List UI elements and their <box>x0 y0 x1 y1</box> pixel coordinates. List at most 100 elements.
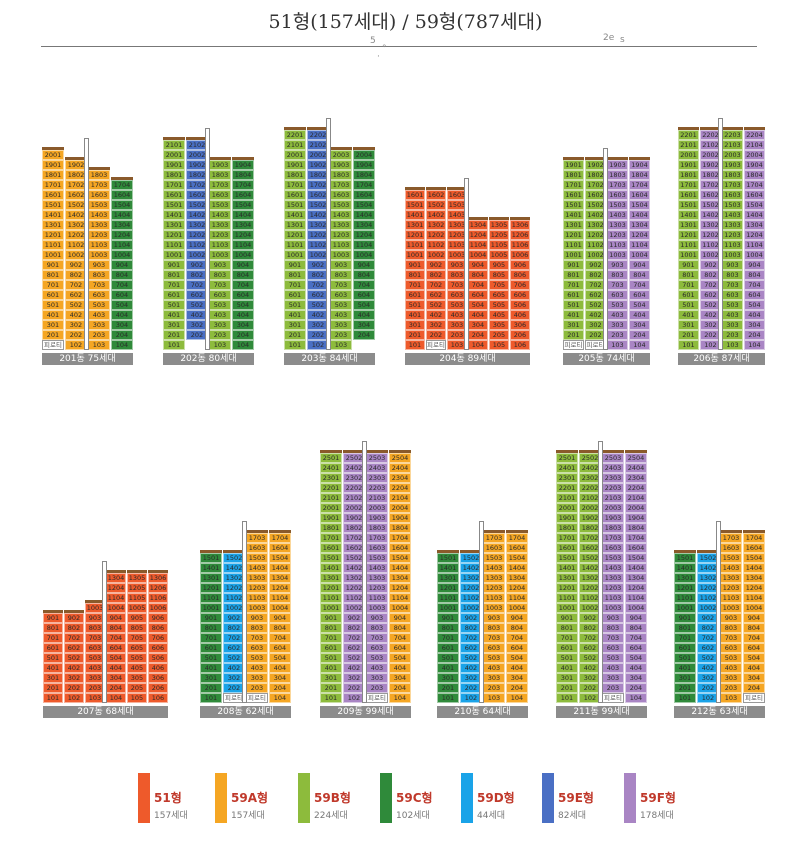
unit-cell: 103 <box>330 340 352 350</box>
roof-line <box>483 530 505 533</box>
unit-cell: 1101 <box>556 593 578 603</box>
unit-cell: 1701 <box>678 180 699 190</box>
unit-cell: 2203 <box>602 483 624 493</box>
unit-cell: 1304 <box>743 573 765 583</box>
unit-cell: 1804 <box>389 523 411 533</box>
unit-cell: 501 <box>43 653 63 663</box>
unit-cell: 803 <box>722 270 743 280</box>
unit-cell: 603 <box>602 643 624 653</box>
roof-line <box>678 127 699 130</box>
unit-cell: 601 <box>320 643 342 653</box>
unit-cell: 1703 <box>88 180 110 190</box>
unit-cell: 2003 <box>330 150 352 160</box>
unit-cell: 502 <box>64 653 84 663</box>
unit-cell: 1603 <box>722 190 743 200</box>
unit-cell: 604 <box>743 643 765 653</box>
unit-column: 2004 1904 1804 1704 1604 1504 1404 1304 1204 1104… <box>353 150 375 350</box>
unit-cell: 1006 <box>510 250 530 260</box>
legend-type-name: 59F형 <box>640 789 676 806</box>
roof-line <box>43 610 63 613</box>
unit-cell: 1103 <box>88 240 110 250</box>
unit-cell: 904 <box>629 260 650 270</box>
unit-cell: 903 <box>366 613 388 623</box>
unit-column: 2503 2403 2303 2203 2103 2003 1903 1803 1703 1603… <box>366 453 388 703</box>
unit-cell: 601 <box>437 643 459 653</box>
unit-cell: 901 <box>405 260 425 270</box>
unit-cell: 603 <box>246 643 268 653</box>
unit-cell: 204 <box>625 683 647 693</box>
unit-cell: 2301 <box>556 473 578 483</box>
unit-cell: 1001 <box>405 250 425 260</box>
unit-column: 1903 1803 1703 1603 1503 1403 1303 1203 1103 1003… <box>607 160 628 350</box>
unit-cell: 1404 <box>269 563 291 573</box>
unit-cell: 205 <box>489 330 509 340</box>
unit-cell: 1801 <box>563 170 584 180</box>
unit-cell: 2004 <box>353 150 375 160</box>
unit-cell: 1303 <box>602 573 624 583</box>
unit-cell: 401 <box>563 310 584 320</box>
unit-cell: 404 <box>106 663 126 673</box>
unit-cell: 1306 <box>148 573 168 583</box>
building-label: 204동 89세대 <box>405 353 530 365</box>
unit-cell: 801 <box>556 623 578 633</box>
unit-column: 2201 2101 2001 1901 1801 1701 1601 1501 1401 1301… <box>284 130 306 350</box>
stair-core <box>84 138 89 350</box>
unit-cell: 1101 <box>563 240 584 250</box>
unit-cell: 905 <box>127 613 147 623</box>
unit-cell: 603 <box>330 290 352 300</box>
unit-cell: 1004 <box>468 250 488 260</box>
unit-cell: 1404 <box>389 563 411 573</box>
unit-cell: 104 <box>629 340 650 350</box>
unit-column: 1703 1603 1503 1403 1303 1203 1103 1003 903 803 70… <box>720 533 742 703</box>
roof-line <box>489 217 509 220</box>
unit-cell: 302 <box>426 320 446 330</box>
unit-cell: 302 <box>64 673 84 683</box>
unit-column: 1501 1401 1301 1201 1101 1001 901 801 701 601 501 4… <box>200 553 222 703</box>
unit-cell: 1304 <box>744 220 765 230</box>
roof-line <box>353 147 375 150</box>
unit-cell: 1404 <box>744 210 765 220</box>
unit-cell: 501 <box>405 300 425 310</box>
unit-cell: 202 <box>426 330 446 340</box>
unit-cell: 304 <box>232 320 254 330</box>
unit-cell: 1503 <box>330 200 352 210</box>
unit-cell: 2103 <box>602 493 624 503</box>
unit-cell: 2003 <box>722 150 743 160</box>
unit-cell: 2503 <box>602 453 624 463</box>
unit-cell: 1203 <box>246 583 268 593</box>
unit-cell: 1403 <box>602 563 624 573</box>
unit-cell: 603 <box>722 290 743 300</box>
unit-cell: 1801 <box>556 523 578 533</box>
building-label: 203동 84세대 <box>284 353 375 365</box>
unit-cell: 303 <box>720 673 742 683</box>
unit-cell: 2101 <box>556 493 578 503</box>
unit-cell: 104 <box>625 693 647 703</box>
unit-cell: 1503 <box>366 553 388 563</box>
unit-cell: 1604 <box>743 543 765 553</box>
unit-column: 2204 2104 2004 1904 1804 1704 1604 1504 1404 1304… <box>744 130 765 350</box>
unit-cell: 701 <box>563 280 584 290</box>
unit-cell: 804 <box>629 270 650 280</box>
unit-column: 2203 2103 2003 1903 1803 1703 1603 1503 1403 1303… <box>722 130 743 350</box>
unit-cell: 1501 <box>284 200 306 210</box>
unit-cell: 504 <box>353 300 375 310</box>
unit-cell: 1203 <box>722 230 743 240</box>
unit-column: 2101 2001 1901 1801 1701 1601 1501 1401 1301 1201… <box>163 140 185 350</box>
unit-cell: 1604 <box>629 190 650 200</box>
unit-cell: 301 <box>42 320 64 330</box>
unit-cell: 1003 <box>330 250 352 260</box>
unit-cell: 1006 <box>148 603 168 613</box>
unit-cell: 402 <box>426 310 446 320</box>
unit-cell: 1402 <box>426 210 446 220</box>
unit-cell: 2001 <box>678 150 699 160</box>
unit-cell: 1901 <box>563 160 584 170</box>
unit-column: 2003 1903 1803 1703 1603 1503 1403 1303 1203 1103… <box>330 150 352 350</box>
unit-cell: 603 <box>483 643 505 653</box>
unit-cell: 1403 <box>366 563 388 573</box>
unit-cell: 301 <box>405 320 425 330</box>
unit-cell: 901 <box>200 613 222 623</box>
unit-cell: 204 <box>629 330 650 340</box>
unit-cell: 301 <box>163 320 185 330</box>
unit-cell: 1604 <box>506 543 528 553</box>
building-label: 208동 62세대 <box>200 706 291 718</box>
